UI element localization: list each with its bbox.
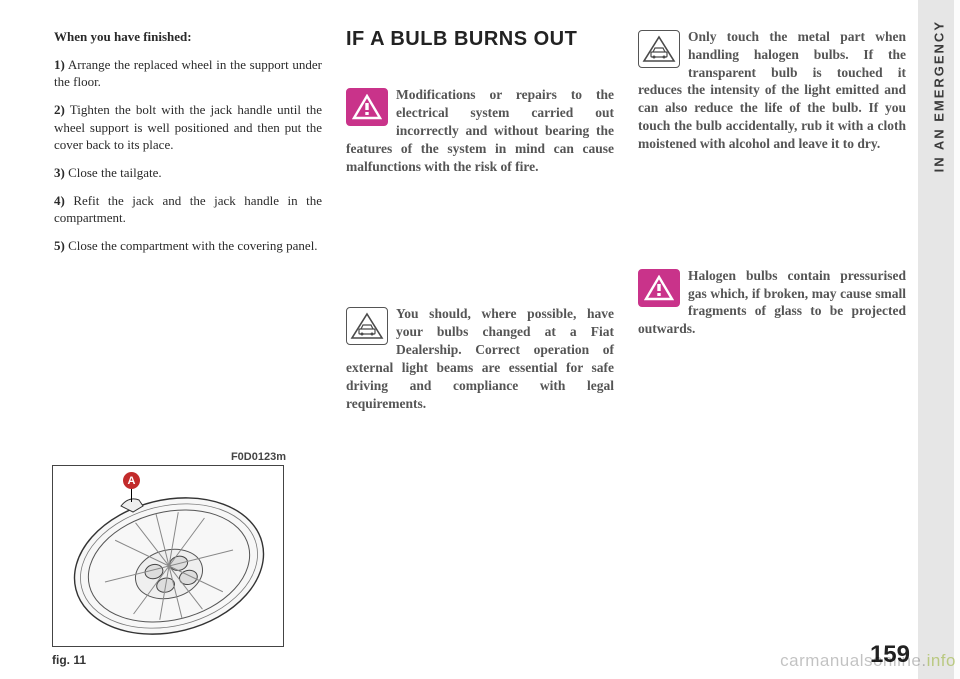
step-text: Refit the jack and the jack handle in th…: [54, 193, 322, 225]
step-lead: 3): [54, 165, 65, 180]
warning-halogen-handling: Only touch the metal part when handling …: [638, 28, 906, 153]
watermark: carmanualsonline.info: [780, 651, 956, 671]
figure-marker-a: A: [123, 472, 140, 489]
col1-step-2: 2) Tighten the bolt with the jack handle…: [54, 101, 322, 152]
col1-step-3: 3) Close the tailgate.: [54, 164, 322, 181]
watermark-highlight: info: [927, 651, 956, 670]
warning-halogen-pressure: Halogen bulbs contain pressurised gas wh…: [638, 267, 906, 338]
hazard-icon: [638, 269, 680, 307]
column-3: Only touch the metal part when handling …: [638, 28, 906, 679]
step-text: Close the tailgate.: [65, 165, 162, 180]
step-text: Tighten the bolt with the jack handle un…: [54, 102, 322, 151]
spacer: [638, 171, 906, 267]
figure-11: F0D0123m A: [52, 465, 290, 667]
step-text: Arrange the replaced wheel in the suppor…: [54, 57, 322, 89]
section-tab: IN AN EMERGENCY: [918, 0, 954, 679]
figure-code: F0D0123m: [231, 451, 286, 463]
step-lead: 2): [54, 102, 65, 117]
figure-image: A: [52, 465, 284, 647]
spacer: [346, 193, 614, 305]
section-tab-label: IN AN EMERGENCY: [931, 20, 946, 172]
column-2: IF A BULB BURNS OUT Modifications or rep…: [346, 28, 614, 679]
wheel-cover-icon: [53, 466, 284, 647]
col1-step-1: 1) Arrange the replaced wheel in the sup…: [54, 56, 322, 90]
step-lead: 1): [54, 57, 65, 72]
col1-subhead: When you have finished:: [54, 28, 322, 45]
figure-marker-line: [131, 488, 132, 502]
car-icon: [346, 307, 388, 345]
col1-step-5: 5) Close the compartment with the coveri…: [54, 237, 322, 254]
warning-dealer: You should, where possible, have your bu…: [346, 305, 614, 412]
watermark-text: carmanualsonline.: [780, 651, 926, 670]
col2-heading: IF A BULB BURNS OUT: [346, 28, 614, 50]
col1-step-4: 4) Refit the jack and the jack handle in…: [54, 192, 322, 226]
warning-electrical: Modifications or repairs to the electric…: [346, 86, 614, 175]
step-text: Close the compartment with the covering …: [65, 238, 318, 253]
step-lead: 4): [54, 193, 65, 208]
figure-caption: fig. 11: [52, 653, 290, 667]
step-lead: 5): [54, 238, 65, 253]
hazard-icon: [346, 88, 388, 126]
car-icon: [638, 30, 680, 68]
